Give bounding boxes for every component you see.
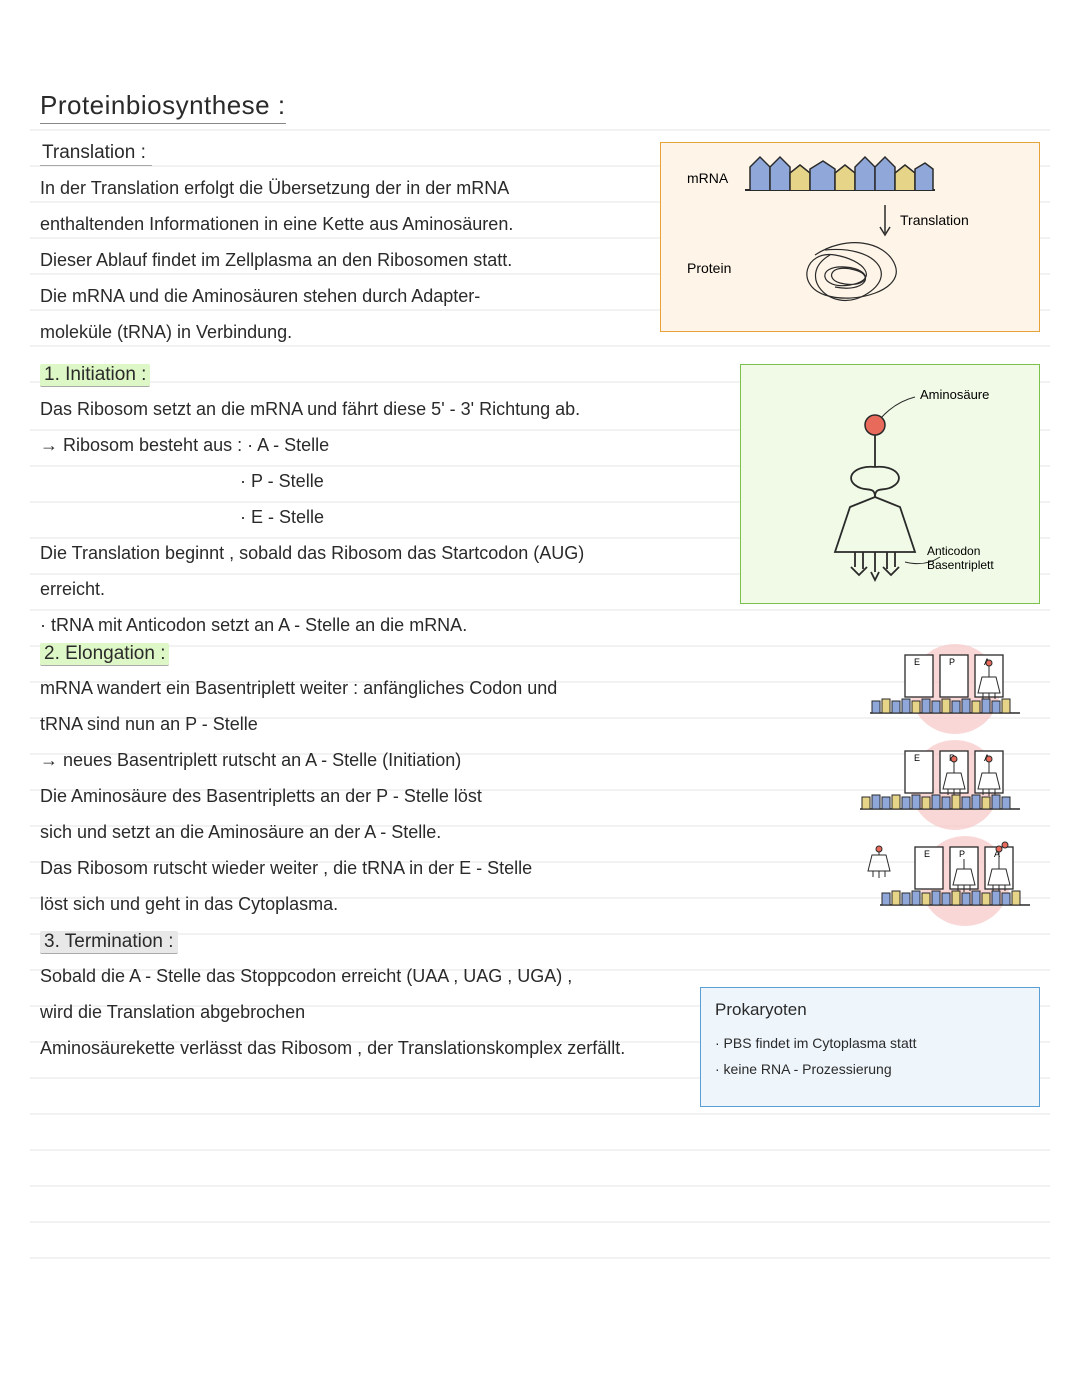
text-line: → neues Basentriplett rutscht an A - Ste… (40, 742, 782, 778)
site-p: P (959, 849, 965, 859)
heading-initiation: 1. Initiation : (40, 364, 150, 387)
diagram-trna: Aminosäure (740, 364, 1040, 604)
heading-termination: 3. Termination : (40, 931, 178, 954)
text-line: Aminosäurekette verlässt das Ribosom , d… (40, 1030, 672, 1066)
anticodon-label2: Basentriplett (927, 558, 994, 572)
mrna-label: mRNA (687, 170, 729, 186)
translation-svg: mRNA Translation (675, 155, 1025, 320)
text-line: Die Translation beginnt , sobald das Rib… (40, 535, 722, 571)
text-line: moleküle (tRNA) in Verbindung. (40, 314, 642, 350)
protein-label: Protein (687, 260, 731, 276)
ribosome-stage-3: E P A (810, 835, 1040, 927)
text-line: Die mRNA und die Aminosäuren stehen durc… (40, 278, 642, 314)
text-line: Das Ribosom setzt an die mRNA und fährt … (40, 391, 722, 427)
text-line: wird die Translation abgebrochen (40, 994, 672, 1030)
text-line: tRNA sind nun an P - Stelle (40, 706, 782, 742)
text-line: erreicht. (40, 571, 722, 607)
site-e: E (914, 657, 920, 667)
text-line: In der Translation erfolgt die Übersetzu… (40, 170, 642, 206)
text-line: Sobald die A - Stelle das Stoppcodon err… (40, 958, 672, 994)
ribosome-stage-2: E P A (810, 739, 1040, 831)
text-line: Das Ribosom rutscht wieder weiter , die … (40, 850, 782, 886)
text-line: · P - Stelle (40, 463, 722, 499)
diagram-translation: mRNA Translation (660, 142, 1040, 332)
site-e: E (924, 849, 930, 859)
text-line: · E - Stelle (40, 499, 722, 535)
heading-translation: Translation : (40, 142, 152, 166)
arrow-label: Translation (900, 212, 969, 228)
anticodon-label: Anticodon (927, 544, 980, 558)
heading-elongation: 2. Elongation : (40, 643, 169, 666)
text-line: · tRNA mit Anticodon setzt an A - Stelle… (40, 607, 722, 643)
text-line: sich und setzt an die Aminosäure an der … (40, 814, 782, 850)
prok-bullet: · keine RNA - Prozessierung (715, 1056, 1025, 1082)
site-e: E (914, 753, 920, 763)
aa-label: Aminosäure (920, 387, 989, 402)
text-line: Die Aminosäure des Basentripletts an der… (40, 778, 782, 814)
trna-svg: Aminosäure (755, 377, 1025, 592)
text-line: Dieser Ablauf findet im Zellplasma an de… (40, 242, 642, 278)
page-title: Proteinbiosynthese : (40, 90, 286, 124)
prok-heading: Prokaryoten (715, 1000, 1025, 1020)
prok-bullet: · PBS findet im Cytoplasma statt (715, 1030, 1025, 1056)
text-line: mRNA wandert ein Basentriplett weiter : … (40, 670, 782, 706)
text-line: enthaltenden Informationen in eine Kette… (40, 206, 642, 242)
text-line: löst sich und geht in das Cytoplasma. (40, 886, 782, 922)
prokaryote-box: Prokaryoten · PBS findet im Cytoplasma s… (700, 987, 1040, 1107)
text-line: → Ribosom besteht aus : · A - Stelle (40, 427, 722, 463)
site-p: P (949, 657, 955, 667)
ribosome-stage-1: E P A (810, 643, 1040, 735)
